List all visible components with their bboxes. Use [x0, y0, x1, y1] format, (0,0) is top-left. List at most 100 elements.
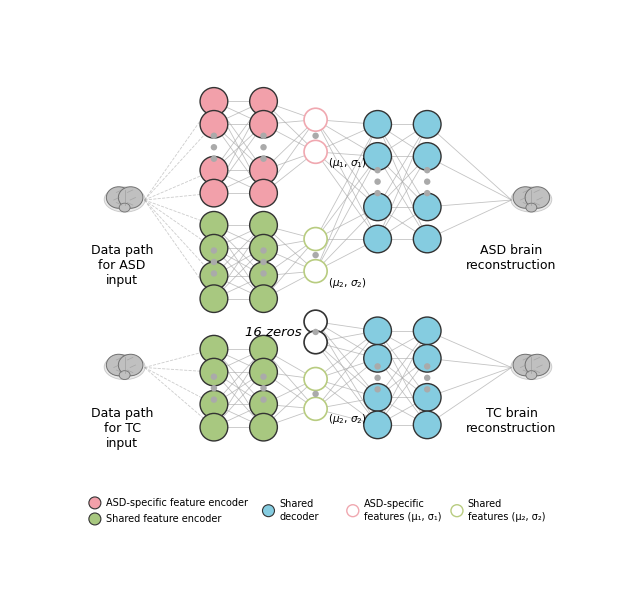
Text: TC brain
reconstruction: TC brain reconstruction	[467, 406, 557, 434]
Text: ASD brain
reconstruction: ASD brain reconstruction	[467, 244, 557, 272]
Ellipse shape	[200, 336, 228, 363]
Ellipse shape	[200, 110, 228, 138]
Ellipse shape	[364, 344, 392, 372]
Ellipse shape	[200, 234, 228, 262]
Ellipse shape	[304, 228, 327, 250]
Ellipse shape	[312, 132, 319, 139]
Ellipse shape	[250, 262, 277, 290]
Ellipse shape	[119, 371, 130, 380]
Ellipse shape	[364, 142, 392, 170]
Ellipse shape	[250, 156, 277, 184]
Ellipse shape	[413, 110, 441, 138]
Text: ($\mu_2$, $\sigma_2$): ($\mu_2$, $\sigma_2$)	[328, 275, 367, 290]
Ellipse shape	[312, 329, 319, 335]
Text: Data path
for ASD
input: Data path for ASD input	[91, 244, 154, 287]
Ellipse shape	[364, 225, 392, 253]
Ellipse shape	[200, 414, 228, 441]
Ellipse shape	[211, 156, 217, 162]
Ellipse shape	[211, 374, 217, 380]
Ellipse shape	[260, 156, 267, 162]
Ellipse shape	[260, 132, 267, 139]
Ellipse shape	[413, 193, 441, 221]
Ellipse shape	[260, 144, 267, 150]
Ellipse shape	[250, 414, 277, 441]
Ellipse shape	[525, 187, 550, 208]
Ellipse shape	[364, 110, 392, 138]
Ellipse shape	[200, 390, 228, 418]
Ellipse shape	[250, 234, 277, 262]
Text: ASD-specific: ASD-specific	[364, 499, 424, 509]
Ellipse shape	[304, 260, 327, 283]
Ellipse shape	[200, 179, 228, 207]
Text: ASD-specific feature encoder: ASD-specific feature encoder	[106, 498, 248, 508]
Ellipse shape	[119, 203, 130, 212]
Ellipse shape	[250, 179, 277, 207]
Text: Shared: Shared	[280, 499, 314, 509]
Ellipse shape	[374, 386, 381, 393]
Ellipse shape	[515, 188, 547, 209]
Text: features (μ₂, σ₂): features (μ₂, σ₂)	[468, 512, 545, 522]
Ellipse shape	[260, 385, 267, 392]
Ellipse shape	[511, 355, 552, 380]
Ellipse shape	[374, 190, 381, 196]
Ellipse shape	[200, 285, 228, 312]
Ellipse shape	[89, 513, 101, 525]
Text: Shared: Shared	[468, 499, 502, 509]
Ellipse shape	[260, 270, 267, 277]
Ellipse shape	[250, 390, 277, 418]
Ellipse shape	[104, 355, 145, 380]
Ellipse shape	[413, 411, 441, 439]
Ellipse shape	[513, 354, 538, 375]
Ellipse shape	[304, 141, 327, 163]
Ellipse shape	[364, 317, 392, 344]
Ellipse shape	[515, 356, 547, 377]
Ellipse shape	[424, 167, 431, 173]
Ellipse shape	[211, 385, 217, 392]
Ellipse shape	[200, 212, 228, 239]
Text: ($\mu_1$, $\sigma_1$): ($\mu_1$, $\sigma_1$)	[328, 156, 367, 170]
Ellipse shape	[250, 336, 277, 363]
Ellipse shape	[413, 142, 441, 170]
Ellipse shape	[312, 252, 319, 258]
Ellipse shape	[413, 344, 441, 372]
Ellipse shape	[374, 375, 381, 381]
Text: decoder: decoder	[280, 512, 319, 522]
Ellipse shape	[260, 396, 267, 403]
Text: Shared feature encoder: Shared feature encoder	[106, 514, 221, 524]
Ellipse shape	[211, 144, 217, 150]
Ellipse shape	[424, 363, 431, 370]
Ellipse shape	[451, 505, 463, 517]
Ellipse shape	[106, 187, 131, 208]
Ellipse shape	[347, 505, 359, 517]
Ellipse shape	[374, 167, 381, 173]
Ellipse shape	[250, 88, 277, 115]
Ellipse shape	[250, 212, 277, 239]
Ellipse shape	[424, 190, 431, 196]
Ellipse shape	[108, 356, 141, 377]
Ellipse shape	[106, 354, 131, 375]
Ellipse shape	[304, 331, 327, 354]
Ellipse shape	[250, 285, 277, 312]
Ellipse shape	[364, 411, 392, 439]
Ellipse shape	[260, 374, 267, 380]
Ellipse shape	[413, 225, 441, 253]
Ellipse shape	[424, 386, 431, 393]
Ellipse shape	[526, 203, 537, 212]
Ellipse shape	[525, 354, 550, 375]
Ellipse shape	[374, 178, 381, 185]
Ellipse shape	[424, 375, 431, 381]
Text: features (μ₁, σ₁): features (μ₁, σ₁)	[364, 512, 441, 522]
Ellipse shape	[108, 188, 141, 209]
Text: 16 zeros: 16 zeros	[245, 325, 301, 339]
Ellipse shape	[200, 262, 228, 290]
Text: ($\mu_2$, $\sigma_2$): ($\mu_2$, $\sigma_2$)	[328, 412, 367, 426]
Ellipse shape	[304, 108, 327, 131]
Ellipse shape	[304, 310, 327, 333]
Ellipse shape	[364, 384, 392, 411]
Ellipse shape	[211, 270, 217, 277]
Ellipse shape	[312, 391, 319, 397]
Ellipse shape	[374, 363, 381, 370]
Ellipse shape	[200, 358, 228, 386]
Ellipse shape	[250, 110, 277, 138]
Ellipse shape	[200, 88, 228, 115]
